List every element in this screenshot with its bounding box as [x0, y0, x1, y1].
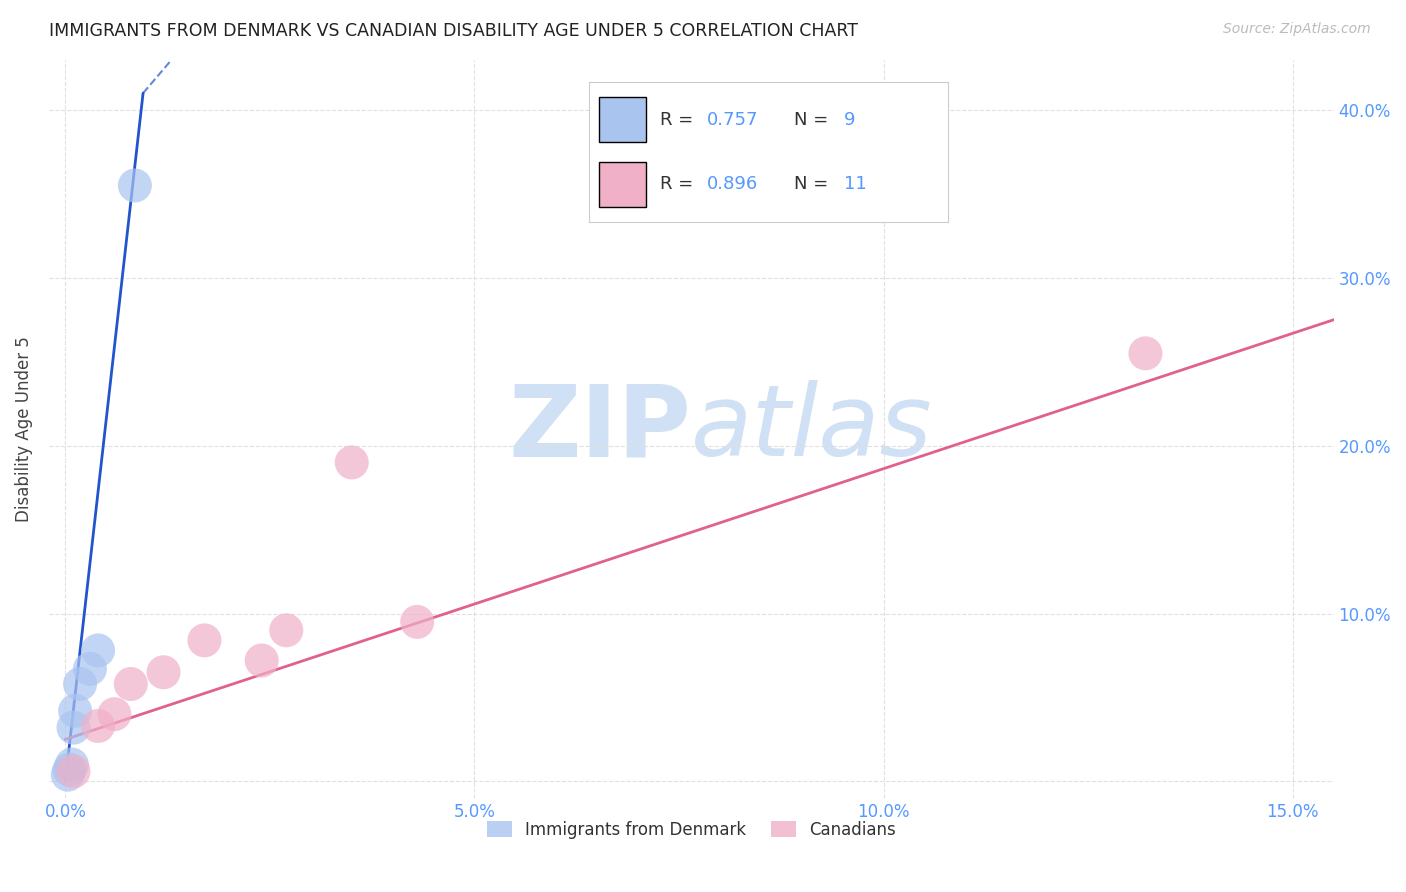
Text: atlas: atlas [692, 380, 934, 477]
Point [58, 763, 80, 777]
Point [60, 757, 83, 772]
Point [124, 178, 146, 193]
Point [193, 633, 215, 648]
Text: ZIP: ZIP [509, 380, 692, 477]
Point [87, 643, 110, 657]
Point [62, 721, 84, 735]
Point [62, 764, 84, 779]
Point [250, 653, 273, 667]
Legend: Immigrants from Denmark, Canadians: Immigrants from Denmark, Canadians [479, 814, 903, 846]
Text: Source: ZipAtlas.com: Source: ZipAtlas.com [1223, 22, 1371, 37]
Point [79, 662, 101, 676]
Point [63, 704, 86, 718]
Text: IMMIGRANTS FROM DENMARK VS CANADIAN DISABILITY AGE UNDER 5 CORRELATION CHART: IMMIGRANTS FROM DENMARK VS CANADIAN DISA… [49, 22, 858, 40]
Point [103, 707, 125, 722]
Point [406, 615, 429, 629]
Point [340, 455, 363, 469]
Point [87, 719, 110, 733]
Point [69, 677, 91, 691]
Point [1135, 346, 1157, 360]
Point [120, 677, 142, 691]
Point [56, 767, 79, 781]
Y-axis label: Disability Age Under 5: Disability Age Under 5 [15, 336, 32, 522]
Point [152, 665, 174, 680]
Point [276, 624, 298, 638]
